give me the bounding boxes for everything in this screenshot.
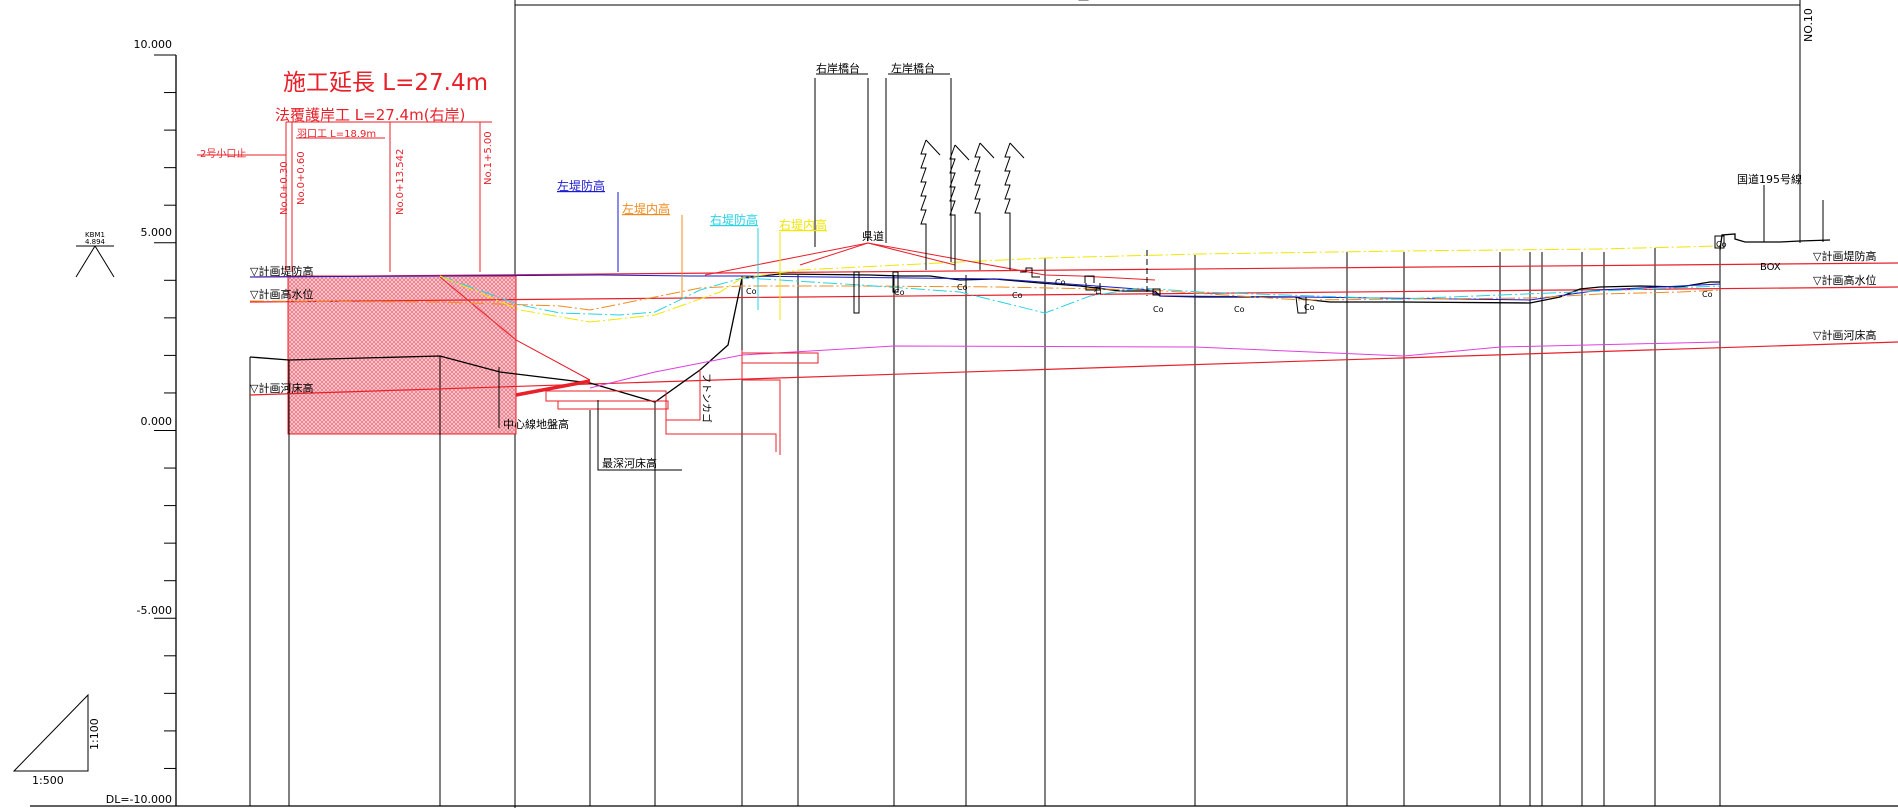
y-label-10: 10.000 — [134, 38, 173, 51]
y-label-0: 0.000 — [141, 415, 173, 428]
svg-text:Co: Co — [1234, 305, 1245, 314]
level-bed-right: ▽計画河床高 — [1813, 328, 1876, 342]
scale-triangle: 1:100 1:500 — [12, 693, 101, 787]
level-hwl-right: ▽計画高水位 — [1813, 273, 1876, 287]
station-brackets — [197, 121, 492, 272]
pile-symbols — [920, 139, 1025, 270]
y-label-5: 5.000 — [141, 226, 173, 239]
y-label-minus5: -5.000 — [137, 604, 172, 617]
box-label: BOX — [1760, 262, 1781, 273]
svg-text:Co: Co — [957, 283, 968, 292]
svg-text:Co: Co — [1153, 305, 1164, 314]
level-dike-right: ▽計画堤防高 — [1813, 249, 1876, 263]
prefectural-road-label: 県道 — [862, 229, 884, 243]
station-a-label: No.0+0.30 — [279, 161, 290, 215]
scale-horizontal: 1:500 — [32, 774, 64, 787]
station-d-label: No.1+5.00 — [483, 131, 494, 185]
section-lines — [249, 245, 1721, 806]
svg-text:Co: Co — [1055, 278, 1066, 287]
right-abutment-label: 右岸橋台 — [816, 61, 860, 75]
svg-text:Co: Co — [746, 287, 757, 296]
revetment-label: 法覆護岸工 L=27.4m(右岸) — [275, 106, 465, 124]
level-bed-left: ▽計画河床高 — [250, 381, 313, 395]
foundation-structure — [545, 350, 819, 455]
svg-text:Co: Co — [1716, 240, 1727, 249]
station-c-label: No.0+13.542 — [395, 149, 406, 215]
y-label-minus10: DL=-10.000 — [106, 793, 172, 806]
centerline-ground-label: 中心線地盤高 — [503, 417, 569, 431]
left-bank-inner-label: 左堤内高 — [622, 201, 670, 216]
station-b-label: No.0+0.60 — [296, 151, 307, 205]
left-bank-inner-line — [249, 285, 1721, 311]
svg-text:石: 石 — [1094, 286, 1102, 295]
level-dike-left: ▽計画堤防高 — [250, 264, 313, 278]
design-lines — [249, 262, 1898, 396]
road-platform-right — [1719, 233, 1831, 251]
construction-length-title: 施工延長 L=27.4m — [283, 70, 488, 96]
small-stop-label: 2号小口止 — [200, 148, 246, 160]
national-route-label: 国道195号線 — [1737, 172, 1802, 186]
wingwall-label: 羽口工 L=18.9m — [297, 128, 376, 140]
revetment-slope — [439, 276, 591, 381]
svg-text:Co: Co — [1304, 303, 1315, 312]
benchmark-name: KBM1 — [85, 231, 105, 239]
y-axis-ticks — [154, 54, 176, 807]
svg-text:Co: Co — [1702, 290, 1713, 299]
bed-line — [589, 341, 1721, 389]
station-no10-label: NO.10 — [1802, 8, 1815, 42]
futon-kago-label: フトンカゴ — [700, 373, 713, 423]
svg-text:Co: Co — [894, 288, 905, 297]
road-embankment-inner — [799, 242, 956, 266]
right-bank-inner-line — [439, 245, 1721, 323]
small-structures — [1020, 250, 1148, 296]
leader-lines — [498, 73, 1824, 471]
road-embankment — [704, 242, 1156, 281]
right-bank-top-label: 右堤防高 — [710, 212, 758, 227]
benchmark-elevation: 4.894 — [85, 238, 106, 246]
revetment-toe-heavy — [515, 379, 591, 397]
left-abutment-label: 左岸橋台 — [891, 61, 935, 75]
svg-text:Co: Co — [1012, 291, 1023, 300]
right-bank-top-line — [439, 275, 1721, 316]
right-bank-inner-label: 右堤内高 — [779, 217, 827, 232]
benchmark-symbol: KBM1 4.894 — [75, 231, 115, 278]
top-label: 一 — [1078, 0, 1089, 7]
co-marks: Co Co Co Co Co Co Co Co Co Co 石 — [746, 240, 1727, 314]
deepest-bed-label: 最深河床高 — [602, 456, 657, 470]
scale-vertical: 1:100 — [88, 718, 101, 750]
level-hwl-left: ▽計画高水位 — [250, 287, 313, 301]
left-bank-top-label: 左堤防高 — [557, 178, 605, 193]
abutment-structures — [814, 78, 1725, 314]
